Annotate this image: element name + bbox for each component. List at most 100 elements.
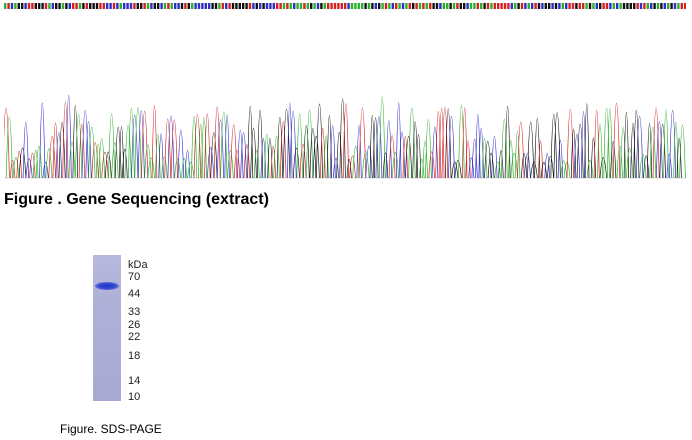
base-call-mark (279, 3, 282, 9)
base-call-mark (405, 3, 408, 9)
base-call-mark (123, 3, 126, 9)
base-call-mark (112, 3, 116, 9)
marker-label: 18 (128, 350, 141, 362)
trace-peak (378, 96, 386, 179)
trace-peak (312, 136, 320, 179)
base-call-mark (255, 3, 258, 9)
trace-peak (181, 158, 188, 179)
trace-peak (639, 154, 647, 179)
trace-peak (287, 102, 293, 179)
base-call-mark (656, 3, 660, 9)
base-call-mark (643, 3, 646, 9)
trace-peak (108, 113, 116, 179)
base-call-mark (4, 3, 7, 9)
base-call-mark (204, 3, 207, 9)
trace-peak (458, 105, 465, 179)
trace-peak (550, 113, 558, 179)
base-call-mark (180, 3, 184, 9)
base-call-mark (327, 3, 330, 9)
trace-peak (428, 151, 435, 179)
base-call-mark (272, 3, 275, 9)
trace-peak (563, 161, 571, 179)
trace-peak (184, 150, 191, 179)
trace-peak (22, 122, 29, 179)
base-call-mark (554, 3, 558, 9)
base-call-mark (337, 3, 340, 9)
base-call-mark (531, 3, 534, 9)
trace-peak (372, 117, 379, 179)
trace-peak (576, 123, 584, 179)
base-call-mark (95, 3, 99, 9)
trace-peak (586, 159, 594, 179)
base-call-mark (364, 3, 367, 9)
trace-peak (250, 127, 257, 179)
trace-peak (385, 120, 392, 179)
base-call-mark (109, 3, 112, 9)
trace-peak (655, 121, 663, 179)
base-call-mark (418, 3, 422, 9)
trace-peak (101, 152, 109, 179)
trace-peak (402, 136, 408, 179)
base-call-mark (265, 3, 269, 9)
base-call-mark (157, 3, 160, 9)
base-call-mark (191, 3, 194, 9)
trace-peak (361, 151, 370, 179)
base-call-mark (544, 3, 547, 9)
sequencing-chromatogram (4, 3, 686, 179)
trace-peak (471, 139, 478, 179)
trace-peak (382, 152, 389, 179)
base-call-mark (354, 3, 357, 9)
trace-peak (151, 105, 158, 179)
trace-peak (547, 156, 554, 179)
base-call-mark (537, 3, 541, 9)
trace-peak (635, 116, 644, 179)
trace-peak (296, 113, 303, 179)
trace-peak (128, 107, 135, 179)
base-call-mark (568, 3, 571, 9)
trace-peaks (4, 95, 686, 179)
base-call-mark (582, 3, 585, 9)
base-call-mark (31, 3, 34, 9)
base-call-mark (75, 3, 78, 9)
trace-peak (29, 153, 36, 179)
base-call-mark (126, 3, 129, 9)
base-call-mark (177, 3, 180, 9)
base-call-mark (48, 3, 51, 9)
base-call-mark (276, 3, 279, 9)
base-call-mark (82, 3, 85, 9)
base-call-mark (55, 3, 58, 9)
trace-peak (253, 149, 260, 179)
trace-peak (346, 159, 352, 179)
base-call-mark (378, 3, 381, 9)
trace-peak (131, 114, 139, 179)
trace-peak (260, 138, 267, 179)
base-call-mark (316, 3, 320, 9)
trace-peak (25, 158, 33, 179)
trace-peak (391, 152, 399, 179)
base-call-mark (184, 3, 187, 9)
base-call-mark (578, 3, 581, 9)
base-call-mark (680, 3, 683, 9)
base-call-mark (282, 3, 286, 9)
base-call-mark (68, 3, 71, 9)
trace-peak (666, 153, 673, 179)
base-call-mark (333, 3, 337, 9)
trace-peak (560, 160, 568, 179)
base-call-mark (310, 3, 313, 9)
trace-peak (620, 127, 627, 179)
trace-peak (193, 114, 202, 179)
trace-peak (451, 161, 459, 179)
base-call-mark (493, 3, 496, 9)
base-call-mark (507, 3, 510, 9)
trace-peak (58, 122, 66, 179)
trace-peak (276, 117, 284, 179)
base-call-mark (585, 3, 588, 9)
base-call-mark (565, 3, 568, 9)
base-call-mark (293, 3, 296, 9)
sds-page-gel-lane (93, 255, 121, 401)
base-call-mark (197, 3, 201, 9)
base-call-mark (44, 3, 48, 9)
base-call-mark (201, 3, 204, 9)
trace-peak (55, 132, 63, 179)
trace-peak (646, 123, 653, 179)
